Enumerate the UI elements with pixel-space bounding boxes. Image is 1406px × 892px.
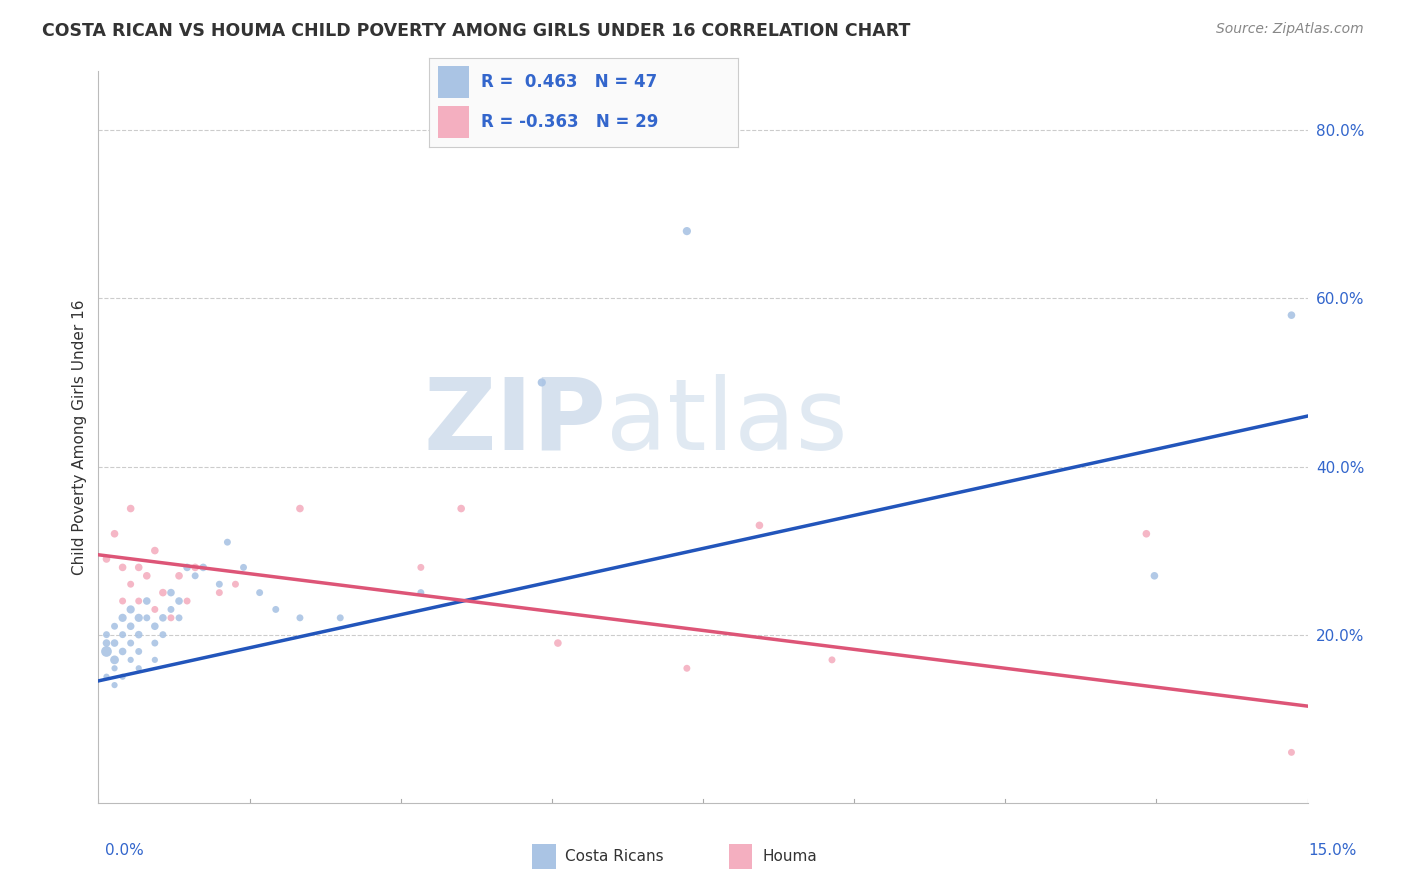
Text: ZIP: ZIP (423, 374, 606, 471)
Text: COSTA RICAN VS HOUMA CHILD POVERTY AMONG GIRLS UNDER 16 CORRELATION CHART: COSTA RICAN VS HOUMA CHILD POVERTY AMONG… (42, 22, 911, 40)
Point (821, 653, 844, 667)
Point (96, 636, 118, 650)
Point (103, 653, 125, 667)
Point (103, 678, 125, 692)
Point (264, 602, 287, 616)
Point (176, 560, 198, 574)
Point (208, 585, 231, 599)
Point (96, 627, 118, 641)
Point (1143, 569, 1166, 583)
Point (409, 585, 432, 599)
Point (143, 543, 166, 558)
Point (676, 224, 699, 238)
Point (120, 619, 142, 633)
Point (208, 577, 231, 591)
Point (135, 594, 157, 608)
Point (232, 560, 254, 574)
Point (176, 594, 198, 608)
Point (530, 376, 553, 390)
Point (135, 611, 157, 625)
Point (111, 560, 134, 574)
Point (103, 619, 125, 633)
Point (160, 585, 183, 599)
Point (103, 636, 125, 650)
Point (152, 585, 174, 599)
Point (160, 611, 183, 625)
Y-axis label: Child Poverty Among Girls Under 16: Child Poverty Among Girls Under 16 (72, 300, 87, 574)
Point (120, 653, 142, 667)
Point (128, 661, 150, 675)
Point (128, 644, 150, 658)
Point (128, 627, 150, 641)
Text: 0.0%: 0.0% (105, 843, 145, 858)
Text: Source: ZipAtlas.com: Source: ZipAtlas.com (1216, 22, 1364, 37)
Point (167, 569, 190, 583)
Point (111, 594, 134, 608)
Point (167, 594, 190, 608)
Point (143, 602, 166, 616)
Point (184, 560, 207, 574)
Point (217, 535, 239, 549)
Point (249, 585, 271, 599)
Point (96, 644, 118, 658)
Point (152, 627, 174, 641)
Point (111, 627, 134, 641)
Text: 15.0%: 15.0% (1309, 843, 1357, 858)
Point (143, 619, 166, 633)
Point (120, 636, 142, 650)
FancyBboxPatch shape (439, 106, 470, 138)
Text: atlas: atlas (606, 374, 848, 471)
Point (288, 611, 311, 625)
Point (143, 653, 166, 667)
Point (1135, 526, 1157, 541)
Point (128, 560, 150, 574)
Point (120, 602, 142, 616)
Text: R = -0.363   N = 29: R = -0.363 N = 29 (481, 113, 659, 131)
Point (128, 611, 150, 625)
Point (676, 661, 699, 675)
Text: Costa Ricans: Costa Ricans (565, 849, 664, 863)
FancyBboxPatch shape (728, 844, 752, 869)
Point (96, 670, 118, 684)
FancyBboxPatch shape (439, 66, 470, 98)
Point (152, 611, 174, 625)
Point (224, 577, 246, 591)
Point (103, 661, 125, 675)
Point (111, 670, 134, 684)
Point (96, 552, 118, 566)
Point (547, 636, 569, 650)
Point (135, 569, 157, 583)
Text: R =  0.463   N = 47: R = 0.463 N = 47 (481, 73, 658, 91)
Point (111, 644, 134, 658)
Point (1281, 308, 1303, 322)
Point (193, 560, 215, 574)
Point (288, 501, 311, 516)
Point (329, 611, 352, 625)
Point (167, 611, 190, 625)
Point (143, 636, 166, 650)
Point (128, 594, 150, 608)
Point (103, 526, 125, 541)
Point (160, 602, 183, 616)
Point (111, 611, 134, 625)
Text: Houma: Houma (762, 849, 817, 863)
Point (409, 560, 432, 574)
Point (748, 518, 770, 533)
FancyBboxPatch shape (531, 844, 555, 869)
Point (184, 569, 207, 583)
Point (1281, 745, 1303, 759)
Point (450, 501, 472, 516)
Point (120, 577, 142, 591)
Point (120, 501, 142, 516)
